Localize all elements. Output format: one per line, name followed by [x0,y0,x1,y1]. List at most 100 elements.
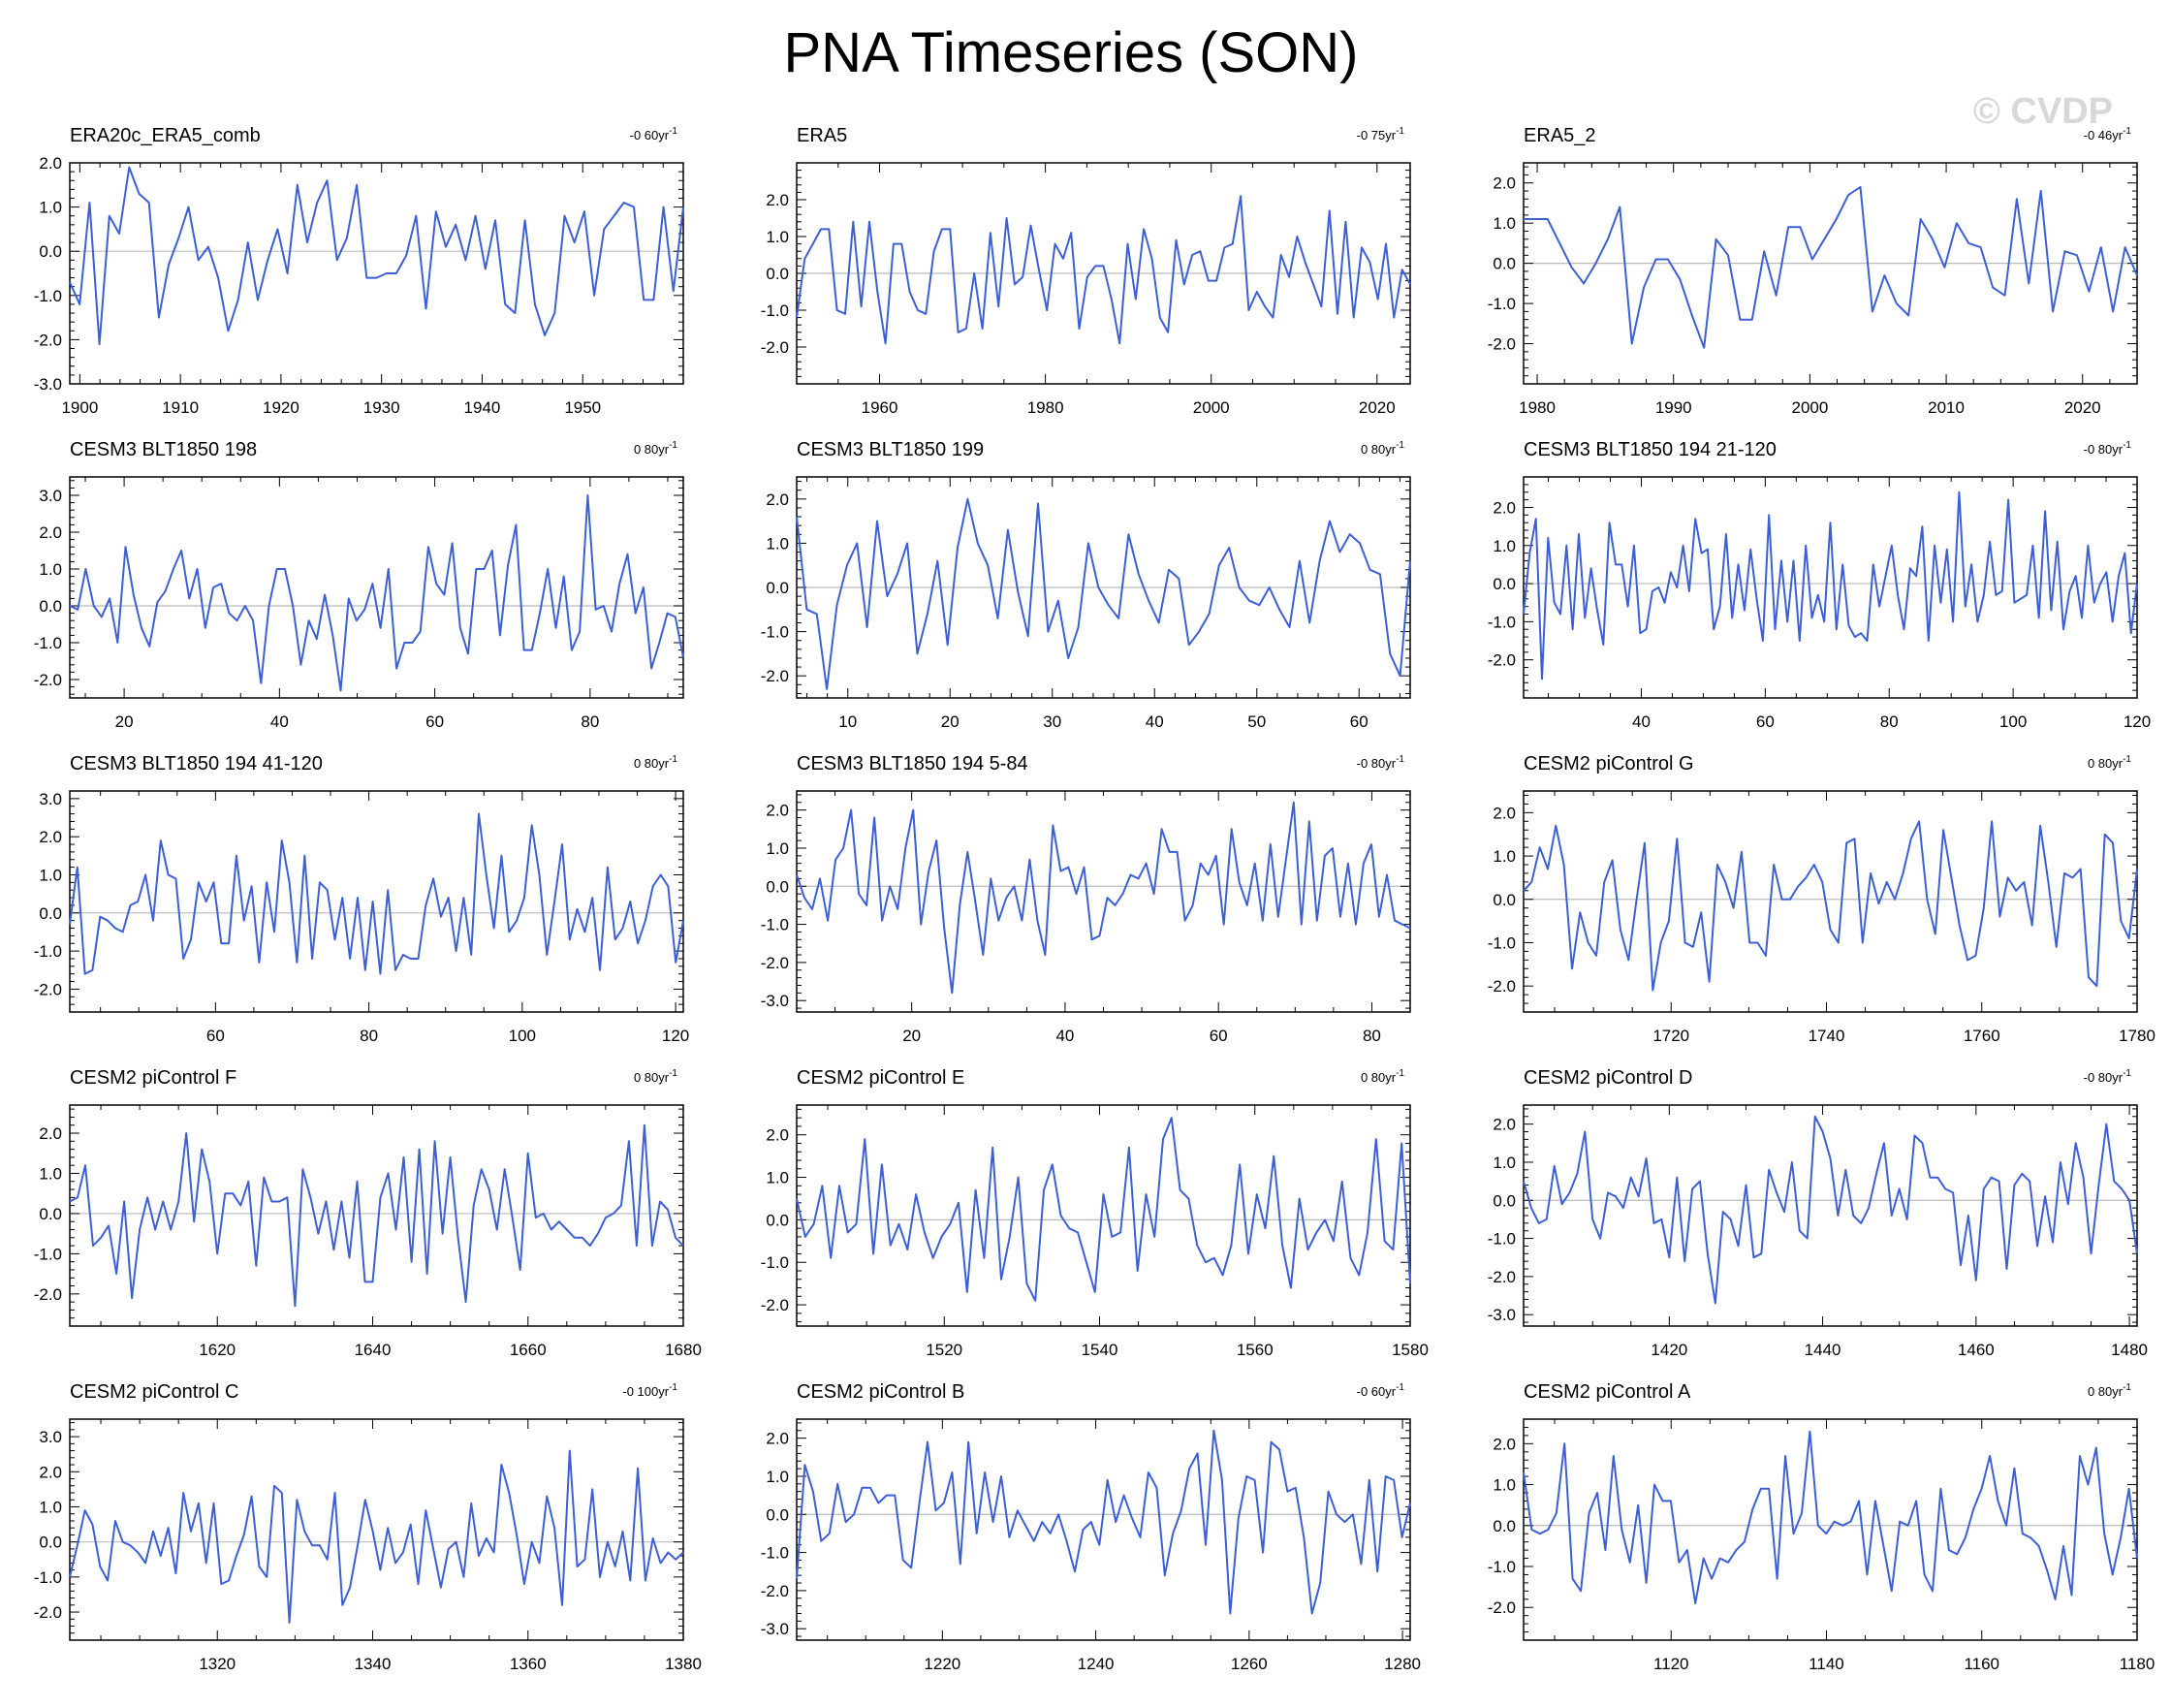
pna-series-line [69,166,684,345]
pna-series-line [69,1449,684,1624]
panel-title: CESM3 BLT1850 198 [70,439,257,460]
y-tick-label: 2.0 [39,1124,62,1143]
y-tick-label: -3.0 [761,1620,789,1638]
x-tick-label: 80 [581,712,599,731]
x-tick-label: 1480 [2111,1341,2148,1359]
panel-12: CESM2 piControl D -0 80yr-1 2.0 1.0 0.0 -1.0 -… [1488,1067,2148,1359]
y-tick-label: 2.0 [39,523,62,542]
y-tick-label: -2.0 [1488,1268,1516,1286]
y-tick-label: 1.0 [766,228,789,246]
trend-label: -0 80yr-1 [2084,440,2132,457]
panel-title: CESM2 piControl G [1524,753,1694,775]
plot-frame [69,476,684,699]
y-tick-label: 1.0 [766,1468,789,1486]
y-tick-label: -1.0 [1488,613,1516,631]
pna-series-line [69,812,684,975]
panel-title: CESM2 piControl C [70,1381,239,1403]
y-tick-label: 0.0 [1493,891,1516,909]
y-tick-label: 1.0 [766,534,789,553]
y-tick-label: 0.0 [1493,255,1516,273]
panel-title: ERA20c_ERA5_comb [70,125,261,146]
y-tick-label: -2.0 [34,1603,62,1622]
x-tick-label: 1910 [162,398,199,417]
y-tick-label: 0.0 [1493,575,1516,593]
y-tick-label: -3.0 [1488,1306,1516,1324]
y-tick-label: 0.0 [39,597,62,616]
x-tick-label: 40 [1632,712,1651,731]
y-tick-label: 0.0 [766,1211,789,1229]
y-tick-label: 2.0 [1493,174,1516,193]
panel-title: CESM3 BLT1850 194 5-84 [797,753,1028,775]
plot-frame [796,1418,1411,1641]
x-tick-label: 60 [425,712,444,731]
x-tick-label: 1240 [1078,1655,1115,1673]
y-tick-label: -2.0 [1488,977,1516,996]
y-tick-label: 0.0 [766,265,789,283]
x-tick-label: 1920 [263,398,299,417]
x-tick-label: 1640 [355,1341,392,1359]
x-tick-label: 1980 [1027,398,1064,417]
x-tick-label: 80 [1880,712,1899,731]
y-tick-label: 3.0 [39,790,62,808]
x-tick-label: 80 [1363,1027,1381,1045]
y-tick-label: 1.0 [1493,214,1516,233]
y-tick-label: -1.0 [34,1245,62,1263]
x-tick-label: 10 [838,712,857,731]
y-tick-label: -1.0 [34,287,62,305]
x-tick-label: 1780 [2119,1027,2155,1045]
y-tick-label: 2.0 [1493,1116,1516,1134]
y-tick-label: 0.0 [1493,1191,1516,1210]
trend-label: -0 60yr-1 [1357,1382,1405,1399]
plot-frame [1523,476,2138,699]
pna-series-line [1523,490,2138,680]
y-tick-label: 2.0 [766,490,789,509]
y-tick-label: 2.0 [39,828,62,846]
y-tick-label: 2.0 [1493,804,1516,822]
panel-13: CESM2 piControl C -0 100yr-1 3.0 2.0 1.0 0.0 -… [34,1381,702,1673]
pna-series-line [796,497,1411,690]
y-tick-label: -1.0 [1488,933,1516,952]
y-tick-label: 2.0 [766,1430,789,1448]
y-tick-label: 1.0 [766,1169,789,1187]
pna-series-line [796,1117,1411,1302]
x-tick-label: 100 [509,1027,536,1045]
x-tick-label: 2020 [1359,398,1396,417]
y-tick-label: -2.0 [34,1285,62,1304]
y-tick-label: 0.0 [39,242,62,261]
x-tick-label: 1280 [1384,1655,1421,1673]
y-tick-label: 2.0 [39,1463,62,1481]
y-tick-label: -1.0 [34,942,62,961]
y-tick-label: 2.0 [766,1126,789,1145]
x-tick-label: 1580 [1392,1341,1429,1359]
y-tick-label: -1.0 [1488,295,1516,313]
trend-label: -0 100yr-1 [622,1382,677,1399]
x-tick-label: 1950 [564,398,601,417]
x-tick-label: 1720 [1652,1027,1689,1045]
y-tick-label: 0.0 [766,1505,789,1524]
trend-label: -0 80yr-1 [2084,1068,2132,1085]
trend-label: 0 80yr-1 [634,754,677,771]
x-tick-label: 1520 [926,1341,962,1359]
x-tick-label: 80 [360,1027,378,1045]
pna-series-line [1524,185,2138,349]
y-tick-label: 0.0 [1493,1517,1516,1535]
panel-7: CESM3 BLT1850 194 41-120 0 80yr-1 3.0 2.0 1.… [34,753,690,1045]
x-tick-label: 40 [270,712,289,731]
x-tick-label: 1680 [665,1341,702,1359]
y-tick-label: -2.0 [34,980,62,998]
x-tick-label: 1660 [510,1341,547,1359]
x-tick-label: 1260 [1231,1655,1268,1673]
pna-series-line [1523,1430,2138,1604]
x-tick-label: 40 [1055,1027,1074,1045]
x-tick-label: 2000 [1193,398,1230,417]
plot-frame [1523,1104,2138,1327]
panel-6: CESM3 BLT1850 194 21-120 -0 80yr-1 2.0 1.0 0… [1488,439,2151,731]
pna-series-line [69,494,684,692]
panel-3: ERA5_2 -0 46yr-1 2.0 1.0 0.0 -1.0 -2.0 1980 1990… [1488,125,2138,417]
x-tick-label: 1980 [1519,398,1556,417]
y-tick-label: -2.0 [34,671,62,689]
x-tick-label: 1930 [363,398,400,417]
y-tick-label: 0.0 [766,579,789,597]
y-tick-label: 2.0 [1493,498,1516,517]
